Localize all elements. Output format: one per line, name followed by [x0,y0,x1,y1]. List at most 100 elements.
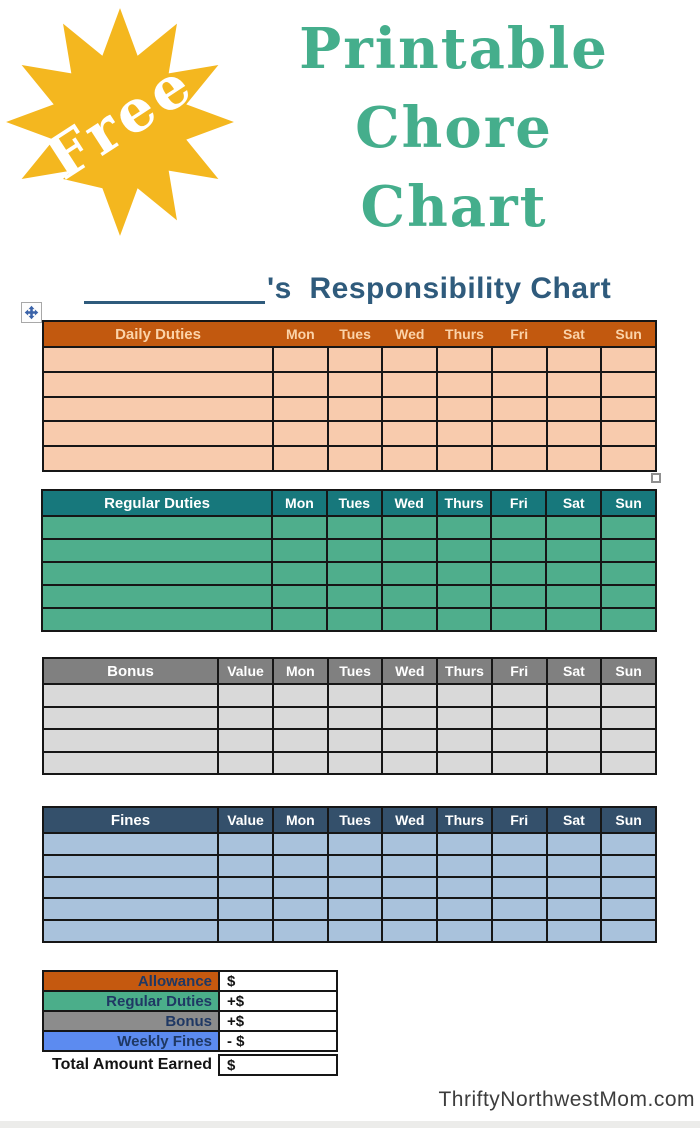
blank-cell[interactable] [328,372,382,396]
blank-cell[interactable] [438,752,491,773]
blank-cell[interactable] [274,752,327,773]
blank-cell[interactable] [274,834,327,854]
blank-cell[interactable] [383,921,437,941]
blank-cell[interactable] [492,685,546,706]
blank-cell[interactable] [547,921,601,941]
blank-cell[interactable] [327,609,381,630]
blank-cell[interactable] [547,348,601,371]
blank-cell[interactable] [44,877,217,898]
blank-cell[interactable] [328,685,382,706]
blank-cell[interactable] [602,855,655,876]
blank-cell[interactable] [383,422,437,446]
blank-cell[interactable] [602,447,655,470]
blank-cell[interactable] [438,877,491,898]
summary-value-cell[interactable]: +$ [218,1010,338,1032]
blank-cell[interactable] [437,540,491,561]
blank-cell[interactable] [44,397,272,421]
blank-cell[interactable] [382,517,436,538]
blank-cell[interactable] [492,609,546,630]
blank-cell[interactable] [547,586,601,607]
blank-cell[interactable] [44,855,217,876]
blank-cell[interactable] [547,447,601,470]
blank-cell[interactable] [602,609,655,630]
blank-cell[interactable] [438,372,491,396]
blank-cell[interactable] [547,834,601,854]
summary-value-cell[interactable]: $ [218,970,338,992]
blank-cell[interactable] [273,540,326,561]
blank-cell[interactable] [602,707,655,728]
blank-cell[interactable] [602,685,655,706]
blank-cell[interactable] [328,422,382,446]
blank-cell[interactable] [274,707,327,728]
blank-cell[interactable] [492,397,546,421]
blank-cell[interactable] [492,586,546,607]
summary-value-cell[interactable]: $ [218,1054,338,1076]
blank-cell[interactable] [273,517,326,538]
blank-cell[interactable] [382,609,436,630]
blank-cell[interactable] [274,921,327,941]
blank-cell[interactable] [602,372,655,396]
blank-cell[interactable] [438,685,491,706]
blank-cell[interactable] [383,447,437,470]
blank-cell[interactable] [328,397,382,421]
blank-cell[interactable] [602,397,655,421]
blank-cell[interactable] [219,834,272,854]
blank-cell[interactable] [492,540,546,561]
blank-cell[interactable] [547,540,601,561]
blank-cell[interactable] [383,877,437,898]
blank-cell[interactable] [383,397,437,421]
blank-cell[interactable] [274,372,327,396]
blank-cell[interactable] [328,921,382,941]
blank-cell[interactable] [438,397,491,421]
blank-cell[interactable] [492,921,546,941]
blank-cell[interactable] [274,422,327,446]
blank-cell[interactable] [492,447,546,470]
blank-cell[interactable] [274,877,327,898]
blank-cell[interactable] [383,348,437,371]
blank-cell[interactable] [44,707,217,728]
blank-cell[interactable] [602,877,655,898]
blank-cell[interactable] [274,685,327,706]
blank-cell[interactable] [383,752,437,773]
summary-value-cell[interactable]: +$ [218,990,338,1012]
blank-cell[interactable] [328,899,382,920]
blank-cell[interactable] [547,685,601,706]
blank-cell[interactable] [383,855,437,876]
blank-cell[interactable] [274,447,327,470]
blank-cell[interactable] [327,563,381,584]
blank-cell[interactable] [438,730,491,751]
name-blank-line[interactable] [84,265,265,304]
blank-cell[interactable] [273,586,326,607]
blank-cell[interactable] [43,586,271,607]
blank-cell[interactable] [492,372,546,396]
blank-cell[interactable] [219,685,272,706]
blank-cell[interactable] [492,834,546,854]
blank-cell[interactable] [43,609,271,630]
blank-cell[interactable] [438,348,491,371]
blank-cell[interactable] [274,348,327,371]
blank-cell[interactable] [383,730,437,751]
blank-cell[interactable] [219,921,272,941]
blank-cell[interactable] [274,397,327,421]
blank-cell[interactable] [383,834,437,854]
blank-cell[interactable] [438,921,491,941]
blank-cell[interactable] [273,563,326,584]
blank-cell[interactable] [547,855,601,876]
blank-cell[interactable] [547,899,601,920]
blank-cell[interactable] [383,372,437,396]
blank-cell[interactable] [328,834,382,854]
blank-cell[interactable] [382,586,436,607]
blank-cell[interactable] [547,707,601,728]
blank-cell[interactable] [44,752,217,773]
blank-cell[interactable] [438,834,491,854]
summary-value-cell[interactable]: - $ [218,1030,338,1052]
blank-cell[interactable] [492,348,546,371]
blank-cell[interactable] [328,877,382,898]
blank-cell[interactable] [492,517,546,538]
blank-cell[interactable] [219,855,272,876]
blank-cell[interactable] [437,563,491,584]
blank-cell[interactable] [437,609,491,630]
blank-cell[interactable] [328,752,382,773]
blank-cell[interactable] [602,563,655,584]
blank-cell[interactable] [547,563,601,584]
